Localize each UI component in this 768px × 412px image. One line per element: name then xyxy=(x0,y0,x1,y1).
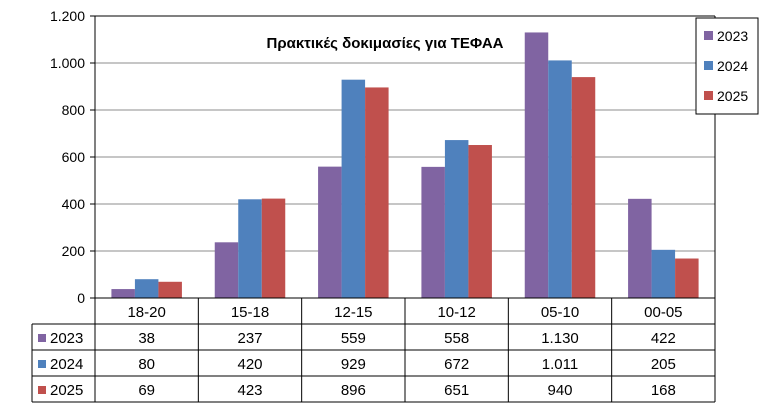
x-tick-label: 12-15 xyxy=(334,304,372,321)
bar xyxy=(158,281,182,298)
data-label: 929 xyxy=(341,356,366,373)
y-tick-label: 0 xyxy=(77,290,85,306)
data-label: 558 xyxy=(444,330,469,347)
y-tick-label: 1.200 xyxy=(50,8,85,24)
y-tick-label: 400 xyxy=(62,196,86,212)
table-series-name: 2025 xyxy=(50,382,83,399)
legend: 2023 2024 2025 xyxy=(695,17,759,115)
data-label: 205 xyxy=(651,356,676,373)
bar xyxy=(341,79,366,298)
data-label: 559 xyxy=(341,330,366,347)
data-label: 423 xyxy=(237,382,262,399)
bar xyxy=(651,249,676,298)
data-label: 672 xyxy=(444,356,469,373)
y-tick-label: 800 xyxy=(62,102,86,118)
bar xyxy=(571,77,596,298)
data-label: 940 xyxy=(547,382,572,399)
chart-title: Πρακτικές δοκιμασίες για ΤΕΦΑΑ xyxy=(266,35,503,52)
table-series-name: 2023 xyxy=(50,330,83,347)
bar xyxy=(238,199,262,298)
data-label: 168 xyxy=(651,382,676,399)
data-label: 237 xyxy=(237,330,262,347)
bar xyxy=(628,198,652,298)
table-series-swatch xyxy=(38,386,46,394)
data-label: 1.130 xyxy=(541,330,579,347)
bar xyxy=(675,258,699,298)
data-label: 1.011 xyxy=(542,356,578,373)
x-tick-label: 00-05 xyxy=(644,304,682,321)
data-label: 651 xyxy=(444,382,469,399)
data-label: 38 xyxy=(138,330,155,347)
bar xyxy=(261,198,286,298)
bar xyxy=(134,279,159,298)
legend-swatch xyxy=(704,31,713,40)
bar xyxy=(318,166,342,298)
data-label: 420 xyxy=(237,356,262,373)
y-tick-label: 1.000 xyxy=(50,55,85,71)
legend-swatch xyxy=(704,91,713,100)
data-table: 18-20 15-18 12-15 10-12 05-10 00-05 2023 38 237 5… xyxy=(31,297,716,403)
legend-label: 2025 xyxy=(717,88,748,104)
x-tick-label: 10-12 xyxy=(437,304,475,321)
bar xyxy=(365,87,389,298)
bar xyxy=(214,242,239,298)
table-series-swatch xyxy=(38,360,46,368)
bar xyxy=(524,32,549,298)
data-label: 422 xyxy=(651,330,676,347)
bar xyxy=(421,166,445,298)
legend-label: 2024 xyxy=(717,58,748,74)
data-label: 69 xyxy=(138,382,155,399)
bar xyxy=(444,140,469,298)
table-series-name: 2024 xyxy=(50,356,83,373)
data-label: 80 xyxy=(138,356,155,373)
bar xyxy=(548,60,572,298)
x-tick-label: 15-18 xyxy=(231,304,269,321)
bar xyxy=(111,289,135,298)
y-axis: 0 200 400 600 800 1.000 1.200 xyxy=(50,8,716,306)
legend-label: 2023 xyxy=(717,28,748,44)
x-tick-label: 18-20 xyxy=(127,304,165,321)
bars xyxy=(111,32,699,298)
table-series-swatch xyxy=(38,334,46,342)
data-label: 896 xyxy=(341,382,366,399)
x-tick-label: 05-10 xyxy=(541,304,579,321)
legend-swatch xyxy=(704,61,713,70)
y-tick-label: 200 xyxy=(62,243,86,259)
y-tick-label: 600 xyxy=(62,149,86,165)
bar xyxy=(468,145,492,298)
